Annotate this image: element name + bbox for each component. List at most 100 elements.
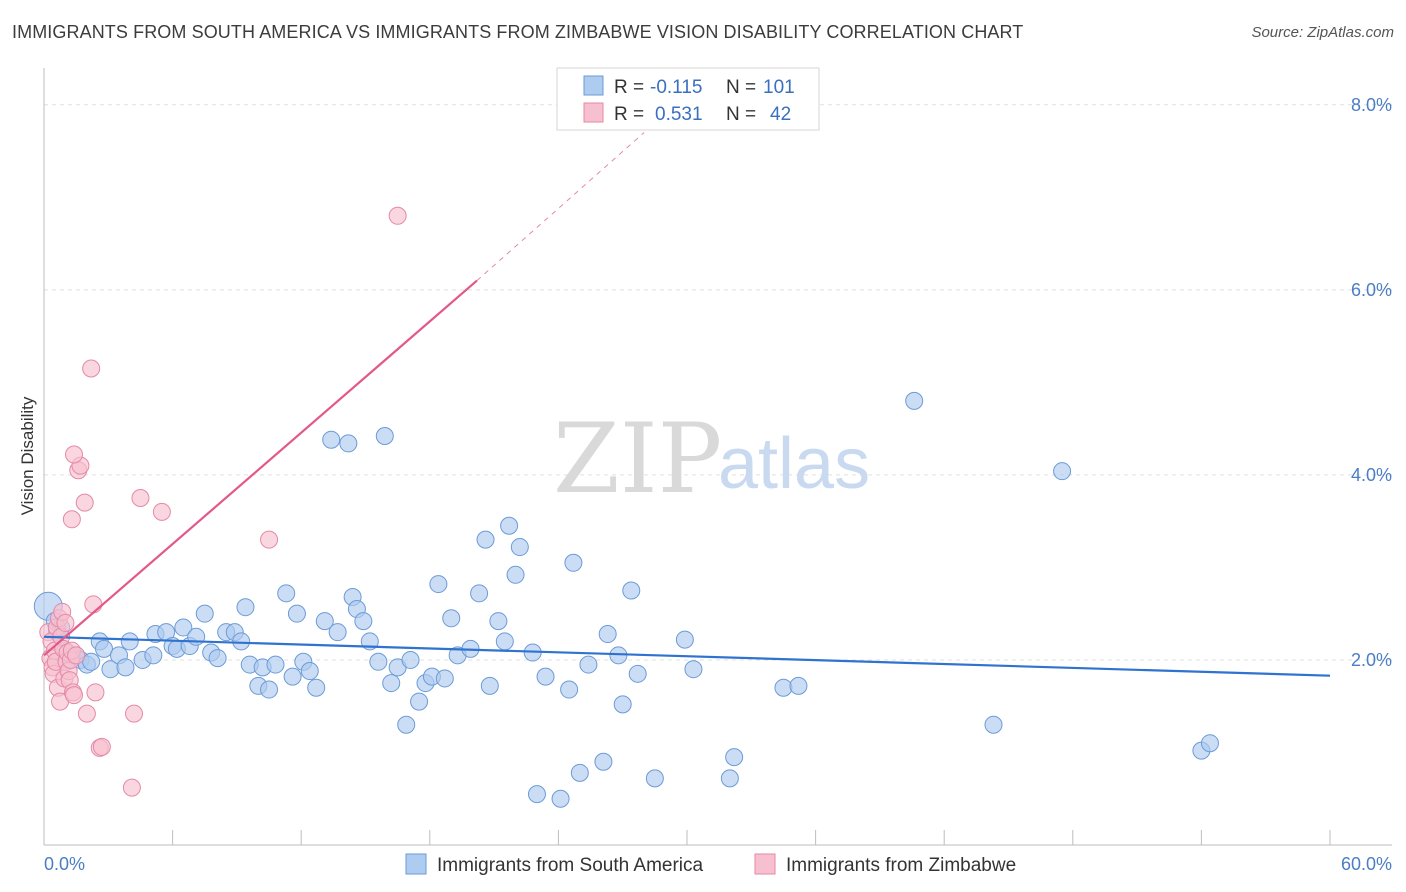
point-south-america <box>684 660 703 679</box>
trend-line-zimbabwe-extension <box>476 132 645 281</box>
point-south-america <box>397 715 416 734</box>
point-south-america <box>401 650 420 669</box>
trend-line-zimbabwe <box>43 279 478 657</box>
point-south-america <box>410 692 429 711</box>
point-south-america <box>984 715 1003 734</box>
point-south-america <box>277 584 296 603</box>
point-south-america <box>174 618 193 637</box>
point-south-america <box>208 649 227 668</box>
legend-n-label-2: N = <box>726 104 756 125</box>
x-tick-label-max: 60.0% <box>1341 854 1392 874</box>
point-zimbabwe <box>65 445 84 464</box>
point-south-america <box>283 667 302 686</box>
point-south-america <box>187 627 206 646</box>
y-axis-label: Vision Disability <box>18 396 37 515</box>
y-tick-label: 8.0% <box>1351 95 1392 115</box>
point-south-america <box>774 678 793 697</box>
correlation-legend: R = -0.115 N = 101 R = 0.531 N = 42 <box>556 67 820 131</box>
point-south-america <box>95 639 114 658</box>
bottom-legend-swatch-blue <box>405 853 427 875</box>
point-south-america <box>266 655 285 674</box>
point-south-america <box>564 553 583 572</box>
point-south-america <box>1053 462 1072 481</box>
point-south-america <box>435 669 454 688</box>
point-zimbabwe <box>62 510 81 529</box>
legend-n-value-1: 101 <box>763 77 795 98</box>
point-south-america <box>570 763 589 782</box>
source-credit: Source: ZipAtlas.com <box>1251 24 1394 41</box>
point-south-america <box>382 674 401 693</box>
legend-swatch-blue <box>583 75 604 96</box>
point-south-america <box>354 612 373 631</box>
watermark-zip: ZIP <box>553 403 722 515</box>
point-south-america <box>500 516 519 535</box>
point-south-america <box>594 752 613 771</box>
point-zimbabwe <box>56 613 75 632</box>
legend-n-value-2: 42 <box>770 104 791 125</box>
point-south-america <box>789 676 808 695</box>
point-south-america <box>120 632 139 651</box>
point-south-america <box>429 575 448 594</box>
y-tick-label: 6.0% <box>1351 280 1392 300</box>
point-south-america <box>628 664 647 683</box>
y-tick-label: 4.0% <box>1351 465 1392 485</box>
point-south-america <box>579 655 598 674</box>
point-south-america <box>82 652 101 671</box>
point-south-america <box>551 789 570 808</box>
y-axis-tick-labels: 2.0% 4.0% 6.0% 8.0% <box>1351 95 1392 670</box>
point-zimbabwe <box>77 704 96 723</box>
point-south-america <box>725 748 744 767</box>
point-south-america <box>442 609 461 628</box>
point-south-america <box>720 769 739 788</box>
series-zimbabwe-points <box>39 206 407 797</box>
point-south-america <box>476 530 495 549</box>
trend-line-south-america <box>43 635 1331 677</box>
legend-r-label-1: R = <box>614 77 644 98</box>
point-south-america <box>506 565 525 584</box>
point-zimbabwe <box>86 683 105 702</box>
point-south-america <box>375 427 394 446</box>
series-south-america-points <box>33 391 1219 808</box>
bottom-legend-swatch-pink <box>754 853 776 875</box>
point-south-america <box>328 623 347 642</box>
point-south-america <box>560 680 579 699</box>
legend-swatch-pink <box>583 102 604 123</box>
point-south-america <box>480 676 499 695</box>
point-south-america <box>510 538 529 557</box>
gridlines <box>44 104 1392 661</box>
point-zimbabwe <box>388 206 407 225</box>
watermark: ZIP atlas <box>553 403 870 515</box>
point-south-america <box>622 581 641 600</box>
point-south-america <box>195 604 214 623</box>
point-south-america <box>369 652 388 671</box>
point-south-america <box>144 646 163 665</box>
point-south-america <box>527 785 546 804</box>
point-zimbabwe <box>92 737 111 756</box>
point-zimbabwe <box>260 530 279 549</box>
point-zimbabwe <box>131 489 150 508</box>
point-south-america <box>339 434 358 453</box>
point-south-america <box>489 612 508 631</box>
legend-r-label-2: R = <box>614 104 644 125</box>
bottom-legend-label-blue: Immigrants from South America <box>437 855 704 876</box>
x-axis-ticks <box>43 830 1331 845</box>
point-zimbabwe <box>75 493 94 512</box>
point-south-america <box>287 604 306 623</box>
point-south-america <box>1200 734 1219 753</box>
point-zimbabwe <box>65 686 84 705</box>
point-south-america <box>315 612 334 631</box>
point-south-america <box>613 695 632 714</box>
point-south-america <box>232 632 251 651</box>
point-south-america <box>116 658 135 677</box>
point-south-america <box>645 769 664 788</box>
point-south-america <box>300 662 319 681</box>
point-south-america <box>536 667 555 686</box>
point-south-america <box>260 680 279 699</box>
point-zimbabwe <box>122 778 141 797</box>
point-south-america <box>236 598 255 617</box>
point-zimbabwe <box>67 646 86 665</box>
point-south-america <box>307 678 326 697</box>
chart-title: IMMIGRANTS FROM SOUTH AMERICA VS IMMIGRA… <box>12 22 1024 42</box>
point-south-america <box>675 630 694 649</box>
